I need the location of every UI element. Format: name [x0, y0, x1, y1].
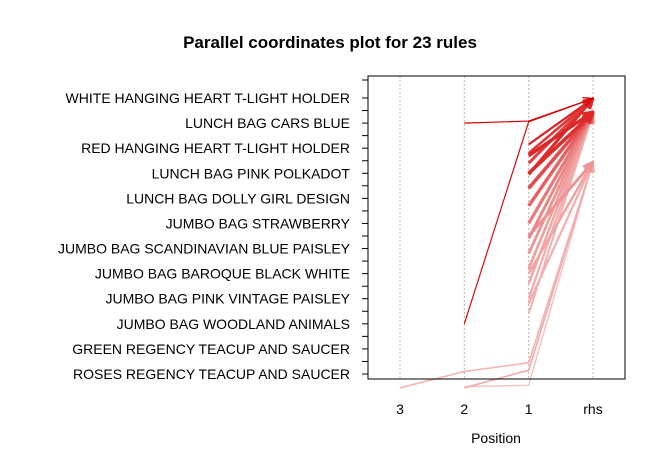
rule-lines [399, 97, 595, 389]
rule-path [527, 161, 595, 305]
chart-title: Parallel coordinates plot for 23 rules [183, 33, 477, 52]
y-axis: WHITE HANGING HEART T-LIGHT HOLDER LUNCH … [58, 79, 368, 382]
rule-path [527, 161, 595, 275]
rule-path [464, 161, 594, 388]
y-tick-label: JUMBO BAG SCANDINAVIAN BLUE PAISLEY [58, 241, 351, 257]
y-tick-label: LUNCH BAG PINK POLKADOT [152, 165, 351, 181]
position-gridlines [399, 76, 594, 379]
x-tick-label: rhs [583, 401, 602, 417]
rule-path [528, 97, 594, 146]
y-tick-label: GREEN REGENCY TEACUP AND SAUCER [72, 341, 350, 357]
rule-arrowhead [582, 97, 594, 106]
rule-path [464, 161, 594, 389]
rule-path [464, 97, 594, 124]
rule-path [527, 112, 595, 207]
rule-path [527, 111, 595, 190]
x-axis: 3 2 1 rhs [396, 401, 603, 417]
rule-line [527, 110, 595, 158]
x-tick-label: 2 [460, 401, 468, 417]
rule-path [527, 110, 594, 158]
rule-line [527, 160, 595, 237]
rule-path [399, 161, 594, 389]
y-tick-label: JUMBO BAG WOODLAND ANIMALS [117, 316, 350, 332]
y-tick-label: ROSES REGENCY TEACUP AND SAUCER [73, 366, 350, 382]
y-tick-label: JUMBO BAG PINK VINTAGE PAISLEY [105, 291, 350, 307]
plot-frame [367, 75, 626, 380]
x-tick-label: 3 [396, 401, 404, 417]
y-tick-label: WHITE HANGING HEART T-LIGHT HOLDER [66, 90, 350, 106]
rule-path [527, 97, 594, 155]
rule-path [527, 160, 595, 237]
rule-arrowhead [582, 160, 595, 173]
rule-line [464, 97, 594, 124]
x-axis-title: Position [471, 430, 521, 446]
x-tick-label: 1 [525, 401, 533, 417]
rule-arrowhead [581, 110, 595, 122]
rule-path [527, 111, 595, 175]
y-tick-label: RED HANGING HEART T-LIGHT HOLDER [81, 140, 350, 156]
y-tick-label: LUNCH BAG DOLLY GIRL DESIGN [126, 190, 350, 206]
y-tick-label: LUNCH BAG CARS BLUE [185, 115, 350, 131]
y-tick-label: JUMBO BAG STRAWBERRY [166, 215, 351, 231]
y-tick-label: JUMBO BAG BAROQUE BLACK WHITE [95, 266, 350, 282]
